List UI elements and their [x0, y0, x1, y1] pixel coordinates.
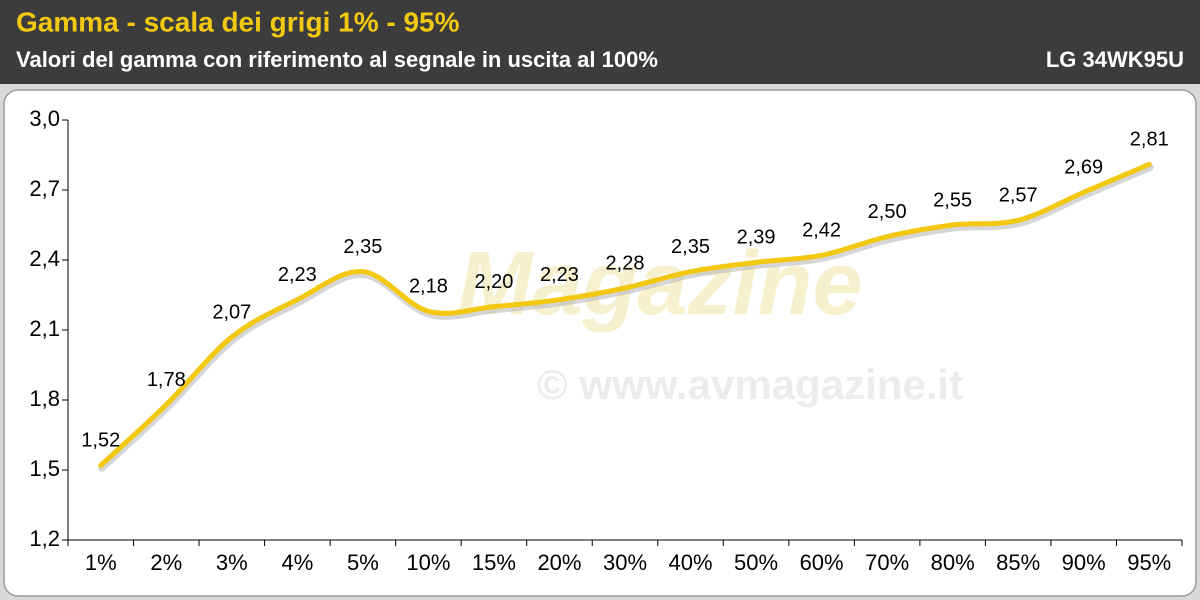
line-shadow: [98, 163, 1154, 472]
data-label: 2,42: [802, 220, 841, 242]
y-tick-label: 1,8: [29, 386, 60, 411]
x-tick-label: 40%: [669, 550, 713, 575]
chart-subtitle: Valori del gamma con riferimento al segn…: [16, 47, 658, 72]
data-label: 2,07: [212, 301, 251, 323]
data-label: 2,23: [540, 264, 579, 286]
data-label: 2,57: [999, 185, 1038, 207]
y-tick-label: 1,2: [29, 526, 60, 551]
watermark: © www.avmagazine.it: [537, 361, 963, 408]
x-tick-label: 3%: [216, 550, 248, 575]
header: [0, 0, 1200, 84]
x-tick-label: 4%: [281, 550, 313, 575]
x-tick-label: 60%: [800, 550, 844, 575]
data-label: 1,52: [81, 430, 120, 452]
y-tick-label: 1,5: [29, 456, 60, 481]
y-tick-label: 3,0: [29, 106, 60, 131]
plot-panel: [3, 89, 1197, 597]
model-name: LG 34WK95U: [1046, 47, 1184, 72]
y-tick-label: 2,7: [29, 176, 60, 201]
x-tick-label: 1%: [85, 550, 117, 575]
data-label: 2,55: [933, 189, 972, 211]
y-tick-label: 2,4: [29, 246, 60, 271]
chart-title: Gamma - scala dei grigi 1% - 95%: [16, 6, 460, 37]
x-tick-label: 50%: [734, 550, 778, 575]
data-label: 2,35: [671, 236, 710, 258]
data-label: 2,81: [1130, 129, 1169, 151]
x-tick-label: 80%: [931, 550, 975, 575]
x-tick-label: 5%: [347, 550, 379, 575]
data-label: 2,39: [737, 227, 776, 249]
data-label: 2,23: [278, 264, 317, 286]
x-tick-label: 70%: [865, 550, 909, 575]
data-label: 2,18: [409, 276, 448, 298]
x-tick-label: 2%: [150, 550, 182, 575]
data-line: [98, 161, 1152, 468]
x-tick-label: 10%: [406, 550, 450, 575]
x-tick-label: 15%: [472, 550, 516, 575]
x-tick-label: 20%: [537, 550, 581, 575]
x-tick-label: 30%: [603, 550, 647, 575]
y-tick-label: 2,1: [29, 316, 60, 341]
x-tick-label: 85%: [996, 550, 1040, 575]
data-label: 2,69: [1064, 157, 1103, 179]
data-label: 2,35: [343, 236, 382, 258]
data-label: 2,20: [474, 271, 513, 293]
data-label: 1,78: [147, 369, 186, 391]
data-label: 2,28: [606, 252, 645, 274]
data-label: 2,50: [868, 201, 907, 223]
x-tick-label: 90%: [1062, 550, 1106, 575]
x-tick-label: 95%: [1127, 550, 1171, 575]
